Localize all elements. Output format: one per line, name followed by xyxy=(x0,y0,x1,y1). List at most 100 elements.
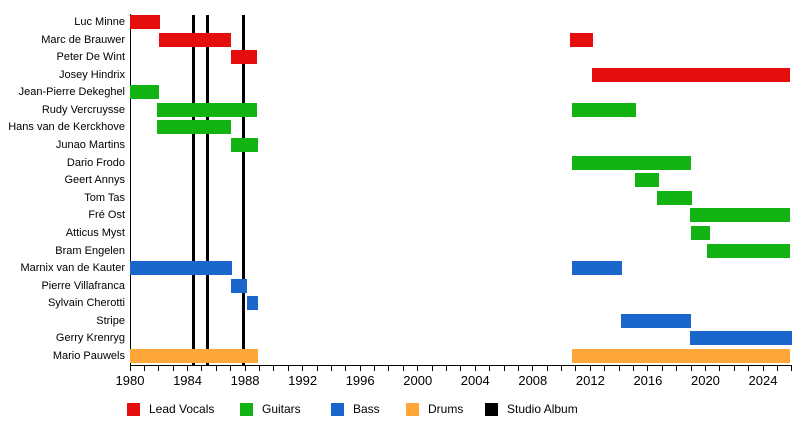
timeline-bar-rudy-vercruysse xyxy=(571,102,637,117)
axis-tick xyxy=(172,366,174,371)
axis-tick-label: 1984 xyxy=(173,373,202,388)
axis-tick xyxy=(762,366,764,371)
member-label-stripe: Stripe xyxy=(96,314,125,327)
axis-tick xyxy=(446,366,447,371)
timeline-bar-mario-pauwels xyxy=(130,349,259,363)
legend-swatch-guitars xyxy=(240,403,253,416)
axis-tick xyxy=(704,366,706,371)
y-axis-line xyxy=(130,14,131,365)
timeline-bar-marnix-van-de-kauter xyxy=(130,261,233,276)
axis-tick xyxy=(589,366,591,371)
timeline-bar-geert-annys xyxy=(634,173,660,188)
axis-tick xyxy=(388,366,390,371)
member-label-peter-de-wint: Peter De Wint xyxy=(56,51,125,64)
studio-album-line xyxy=(242,15,246,365)
axis-tick xyxy=(230,366,232,371)
member-label-luc-minne: Luc Minne xyxy=(74,16,125,28)
axis-tick xyxy=(201,366,203,371)
timeline-bar-junao-martins xyxy=(230,138,259,153)
member-label-tom-tas: Tom Tas xyxy=(84,191,125,204)
axis-tick xyxy=(374,366,376,371)
timeline-bar-hans-van-de-kerckhove xyxy=(157,120,231,135)
member-label-atticus-myst: Atticus Myst xyxy=(65,226,125,239)
axis-tick xyxy=(273,366,275,371)
axis-tick xyxy=(345,366,347,371)
timeline-bar-atticus-myst xyxy=(691,225,710,240)
member-label-dario-frodo: Dario Frodo xyxy=(66,156,125,169)
timeline-bar-marc-de-brauwer xyxy=(570,32,594,47)
axis-tick-label: 2016 xyxy=(633,373,663,388)
axis-tick xyxy=(690,366,692,371)
axis-tick xyxy=(489,366,491,371)
axis-tick xyxy=(719,366,721,371)
axis-tick xyxy=(604,366,606,371)
timeline-bar-josey-hindrix xyxy=(591,67,791,82)
timeline-bar-dario-frodo xyxy=(571,155,692,170)
legend-swatch-studio-album xyxy=(485,403,498,416)
axis-tick-label: 2020 xyxy=(690,373,720,388)
member-label-sylvain-cherotti: Sylvain Cherotti xyxy=(47,297,125,310)
axis-tick xyxy=(316,366,318,371)
timeline-bar-bram-engelen xyxy=(706,243,791,258)
axis-tick xyxy=(546,366,548,371)
axis-tick xyxy=(129,366,131,371)
axis-tick xyxy=(215,366,217,371)
legend-label-bass: Bass xyxy=(353,402,380,416)
axis-tick-label: 1980 xyxy=(115,373,145,388)
axis-tick-label: 2024 xyxy=(748,373,778,388)
axis-tick xyxy=(633,366,635,371)
legend-swatch-drums xyxy=(406,403,419,416)
axis-tick xyxy=(287,366,289,371)
axis-tick-label: 1992 xyxy=(288,373,318,388)
timeline-bar-gerry-krenryg xyxy=(689,331,792,346)
timeline-bar-tom-tas xyxy=(656,190,693,205)
axis-tick-label: 2012 xyxy=(575,373,605,388)
axis-tick xyxy=(517,366,519,371)
axis-tick xyxy=(187,366,189,371)
axis-tick-label: 2004 xyxy=(460,373,490,388)
member-label-gerry-krenryg: Gerry Krenryg xyxy=(55,332,125,345)
legend-label-drums: Drums xyxy=(428,402,464,416)
timeline-bar-rudy-vercruysse xyxy=(157,102,257,117)
member-label-marc-de-brauwer: Marc de Brauwer xyxy=(41,33,125,46)
axis-tick xyxy=(561,366,563,371)
timeline-bar-mario-pauwels xyxy=(571,349,791,363)
axis-tick xyxy=(402,366,404,371)
axis-tick xyxy=(158,366,160,371)
axis-tick xyxy=(431,366,433,371)
axis-tick xyxy=(791,366,793,371)
axis-tick xyxy=(244,366,246,371)
axis-tick xyxy=(618,366,620,371)
member-label-marnix-van-de-kauter: Marnix van de Kauter xyxy=(20,262,125,275)
member-label-fr-ost: Fré Ost xyxy=(88,209,125,222)
legend-label-guitars: Guitars xyxy=(262,402,301,416)
legend-label-studio-album: Studio Album xyxy=(507,402,578,416)
axis-tick-label: 1988 xyxy=(230,373,260,388)
axis-tick xyxy=(417,366,419,371)
studio-album-line xyxy=(191,15,195,365)
member-label-josey-hindrix: Josey Hindrix xyxy=(58,68,125,81)
axis-tick xyxy=(661,366,663,371)
studio-album-line xyxy=(206,15,210,365)
timeline-bar-stripe xyxy=(620,313,692,328)
axis-tick xyxy=(258,366,260,371)
axis-tick xyxy=(359,366,361,371)
timeline-bar-peter-de-wint xyxy=(230,50,257,65)
member-label-junao-martins: Junao Martins xyxy=(55,139,125,152)
axis-tick xyxy=(474,366,476,371)
timeline-bar-marnix-van-de-kauter xyxy=(571,261,622,276)
member-label-pierre-villafranca: Pierre Villafranca xyxy=(41,279,125,292)
axis-tick xyxy=(575,366,577,371)
member-label-rudy-vercruysse: Rudy Vercruysse xyxy=(41,103,125,116)
axis-tick-label: 2000 xyxy=(403,373,433,388)
axis-tick xyxy=(676,366,678,371)
axis-tick xyxy=(532,366,534,371)
axis-tick xyxy=(647,366,649,371)
axis-tick xyxy=(460,366,462,371)
axis-tick xyxy=(748,366,750,371)
member-label-jean-pierre-dekeghel: Jean-Pierre Dekeghel xyxy=(18,86,125,99)
timeline-bar-pierre-villafranca xyxy=(230,278,247,293)
axis-tick xyxy=(503,366,505,371)
timeline-bar-jean-pierre-dekeghel xyxy=(130,85,159,100)
